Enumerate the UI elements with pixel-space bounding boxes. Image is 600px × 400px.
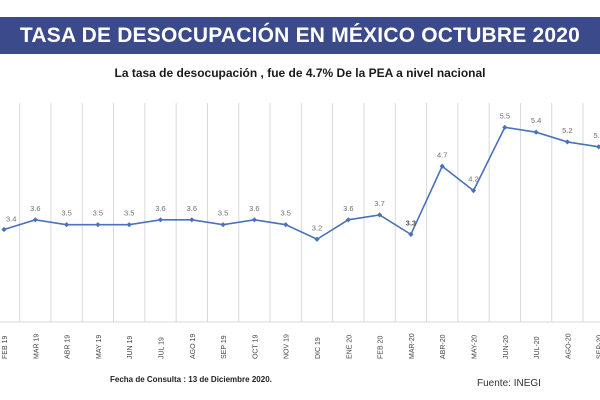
chart-subtitle: La tasa de desocupación , fue de 4.7% De…: [114, 66, 486, 80]
data-point-marker: [189, 217, 195, 223]
data-point-marker: [533, 129, 539, 135]
data-point-marker: [502, 124, 508, 130]
data-point-marker: [345, 217, 351, 223]
x-tick-label: AGO-20: [565, 333, 572, 359]
consult-date-note: Fecha de Consulta : 13 de Diciembre 2020…: [110, 375, 272, 384]
data-label: 3.7: [374, 199, 384, 208]
x-tick-label: JUN-20: [503, 335, 510, 359]
data-point-marker: [377, 212, 383, 218]
data-label: 5.4: [531, 116, 541, 125]
x-tick-label: JUN 19: [127, 336, 134, 359]
data-point-marker: [64, 222, 70, 228]
data-point-marker: [157, 217, 164, 223]
data-label: 3.6: [155, 204, 165, 213]
x-tick-label: ABR 19: [65, 335, 72, 359]
x-tick-label: AGO 19: [190, 334, 197, 359]
data-point-marker: [596, 144, 600, 150]
data-label: 3.2: [312, 223, 322, 232]
x-tick-label: ABR-20: [440, 334, 447, 359]
data-label: 3.4: [6, 215, 16, 224]
data-point-marker: [439, 163, 445, 169]
data-label: 3.5: [93, 209, 103, 218]
source-note: Fuente: INEGI: [477, 378, 541, 389]
x-tick-label: ENE 20: [346, 335, 353, 359]
data-point-marker: [251, 217, 257, 223]
data-point-marker: [95, 222, 101, 228]
x-tick-label: FEB 20: [378, 336, 385, 359]
x-tick-label: SEP 19: [221, 335, 228, 359]
x-tick-label: NOV 19: [284, 334, 291, 359]
x-tick-label: MAY 19: [96, 335, 103, 359]
data-point-marker: [314, 236, 320, 242]
data-point-marker: [470, 188, 477, 194]
data-point-marker: [564, 139, 570, 145]
x-tick-label: JUL 19: [159, 337, 166, 359]
x-tick-label: JUL-20: [534, 336, 541, 359]
series-line: [3, 126, 599, 241]
x-tick-label: MAR 19: [33, 334, 40, 359]
data-point-marker: [408, 231, 414, 237]
data-label: 3.6: [343, 204, 353, 213]
x-tick-label: DIC 19: [315, 337, 322, 359]
consult-label: Fecha de Consulta :: [110, 375, 187, 384]
data-label: 3.5: [280, 209, 290, 218]
consult-date: 13 de Diciembre: [188, 375, 250, 384]
data-label: 3.6: [187, 204, 197, 213]
x-tick-label: MAY-20: [472, 335, 479, 359]
data-label: 5.1: [593, 131, 600, 140]
data-label: 4.2: [468, 175, 478, 184]
data-label: 3.3: [406, 218, 416, 227]
data-point-marker: [126, 222, 132, 228]
title-banner: TASA DE DESOCUPACIÓN EN MÉXICO OCTUBRE 2…: [0, 17, 600, 54]
data-point-marker: [220, 222, 226, 228]
consult-year: 2020.: [251, 375, 272, 384]
data-label: 3.5: [218, 209, 228, 218]
data-label: 5.2: [562, 126, 572, 135]
data-point-marker: [283, 222, 289, 228]
x-tick-label: OCT 19: [252, 335, 259, 359]
data-label: 3.5: [124, 209, 134, 218]
x-tick-label: SEP-20: [597, 335, 600, 359]
data-point-marker: [32, 217, 38, 223]
x-tick-label: FEB 19: [2, 336, 9, 359]
data-label: 3.5: [61, 209, 71, 218]
data-label: 4.7: [437, 150, 447, 159]
data-label: 5.5: [500, 111, 510, 120]
data-label: 3.6: [249, 204, 259, 213]
page-title: TASA DE DESOCUPACIÓN EN MÉXICO OCTUBRE 2…: [19, 23, 581, 47]
data-label: 3.6: [30, 204, 40, 213]
x-tick-label: MAR-20: [409, 333, 416, 359]
data-point-marker: [1, 226, 7, 233]
